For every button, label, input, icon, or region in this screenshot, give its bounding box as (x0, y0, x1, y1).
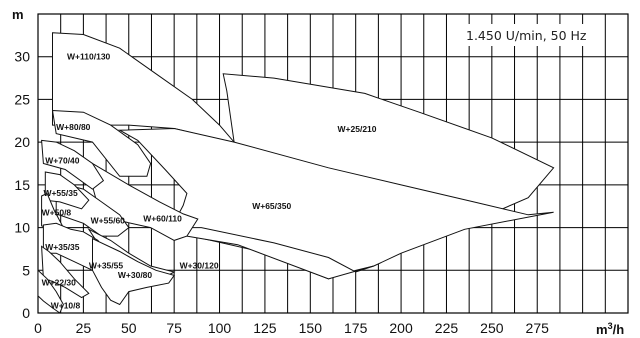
x-tick-label: 100 (208, 320, 232, 336)
x-tick-label: 175 (344, 320, 368, 336)
curve-label: W+35/55 (89, 261, 124, 271)
pump-curve-w-110-130 (52, 32, 236, 143)
y-tick-label: 30 (14, 49, 30, 65)
y-axis-unit: m (12, 7, 24, 22)
y-tick-label: 0 (22, 305, 30, 321)
curve-label: W+60/110 (143, 214, 182, 224)
curve-label: W+55/60 (91, 215, 126, 225)
x-tick-label: 25 (76, 320, 92, 336)
pump-curve-w-10-8 (37, 269, 64, 314)
x-tick-label: 75 (166, 320, 182, 336)
curve-label: W+22/30 (42, 278, 77, 288)
x-tick-label: 150 (299, 320, 323, 336)
y-tick-label: 10 (14, 220, 30, 236)
curve-label: W+70/40 (45, 156, 80, 166)
y-tick-label: 20 (14, 134, 30, 150)
speed-annotation: 1.450 U/min, 50 Hz (466, 28, 587, 43)
curve-label: W+65/350 (252, 201, 291, 211)
pump-curve-w-70-40 (41, 139, 105, 190)
x-tick-label: 50 (121, 320, 137, 336)
x-tick-label: 125 (253, 320, 277, 336)
x-tick-label: 275 (526, 320, 550, 336)
x-tick-label: 250 (480, 320, 504, 336)
x-tick-label: 225 (435, 320, 459, 336)
curve-label: W+110/130 (67, 51, 111, 61)
curve-label: W+10/8 (51, 301, 81, 311)
pump-curve-w-25-210 (222, 73, 555, 230)
x-axis-unit: m3/h (596, 321, 624, 337)
curve-label: W+80/80 (56, 122, 91, 132)
pump-curve-w-30-120 (150, 227, 374, 280)
curve-label: W+35/35 (45, 242, 80, 252)
curve-label: W+55/35 (43, 188, 78, 198)
y-tick-label: 5 (22, 262, 30, 278)
pump-curve-w-30-80 (92, 237, 176, 306)
x-tick-label: 200 (389, 320, 413, 336)
curve-label: W+50/8 (42, 208, 72, 218)
curve-label: W+30/80 (118, 270, 153, 280)
y-tick-label: 15 (14, 177, 30, 193)
y-tick-label: 25 (14, 91, 30, 107)
annotation-box (454, 24, 602, 46)
curve-label: W+30/120 (180, 261, 219, 271)
curve-label: W+25/210 (338, 124, 377, 134)
x-tick-label: 0 (34, 320, 42, 336)
pump-curve-w-80-80 (51, 109, 152, 177)
